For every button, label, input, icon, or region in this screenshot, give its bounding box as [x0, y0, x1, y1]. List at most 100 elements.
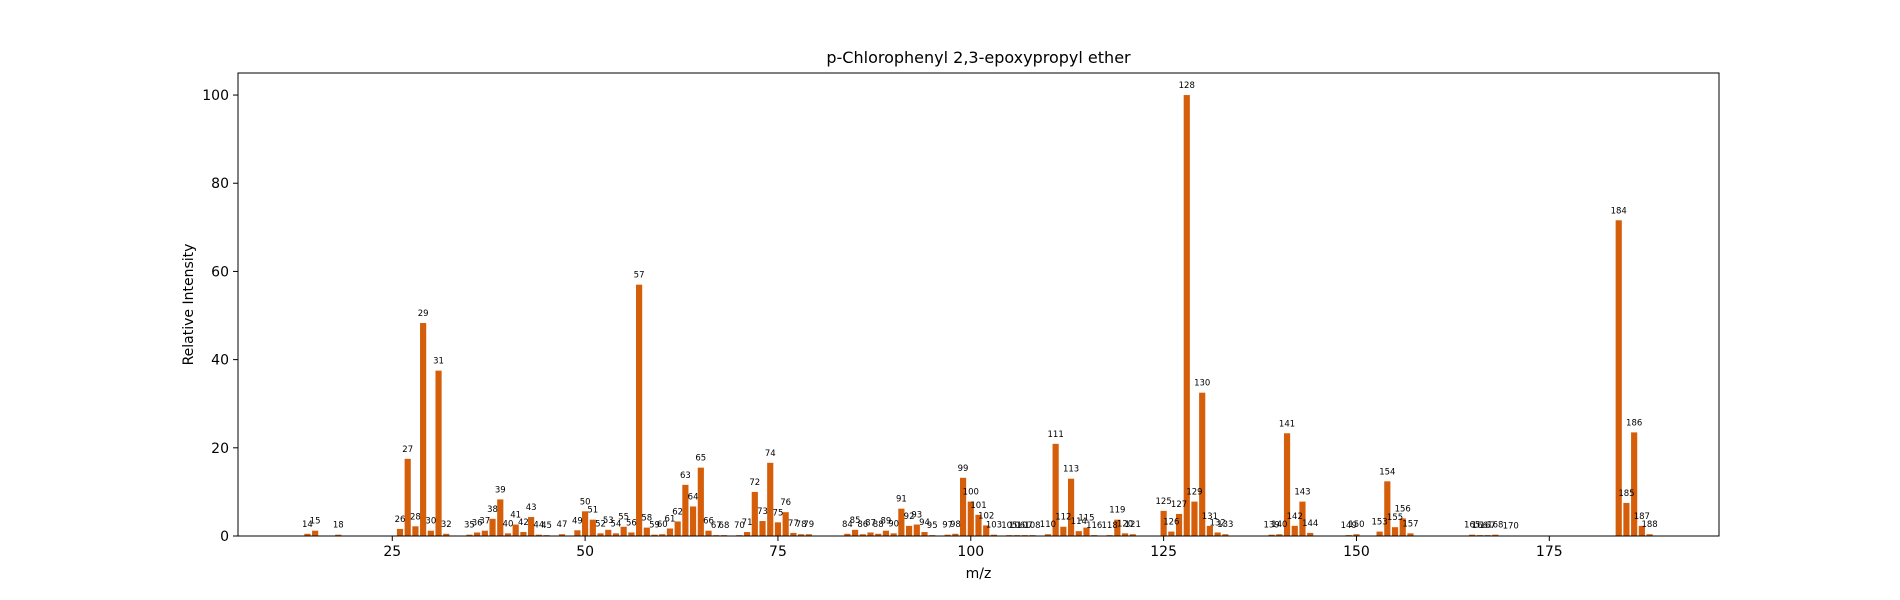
bar-label-mz-105: 105 [1001, 521, 1017, 531]
bar-mz-49 [574, 530, 581, 536]
bar-mz-74 [767, 462, 774, 536]
bar-label-mz-170: 170 [1503, 522, 1519, 532]
bar-label-mz-154: 154 [1379, 467, 1395, 477]
x-tick-label-150: 150 [1343, 544, 1370, 560]
bar-mz-100 [967, 501, 974, 536]
bar-label-mz-167: 167 [1479, 521, 1495, 531]
x-ticks-layer: 25 50 75 100 125 150 175 [383, 536, 1563, 560]
bar-label-mz-26: 26 [395, 515, 406, 525]
bar-label-mz-70: 70 [734, 521, 745, 531]
bar-label-mz-74: 74 [765, 449, 776, 459]
bar-label-mz-45: 45 [541, 521, 552, 531]
bar-mz-90 [890, 533, 897, 536]
bar-label-mz-185: 185 [1618, 489, 1634, 499]
bar-label-mz-75: 75 [773, 508, 784, 518]
bar-mz-15 [312, 530, 319, 536]
bar-mz-72 [751, 491, 758, 536]
bar-label-mz-153: 153 [1371, 518, 1387, 528]
bar-label-mz-55: 55 [618, 513, 629, 523]
bar-mz-150 [1353, 534, 1360, 536]
bar-label-mz-140: 140 [1271, 520, 1287, 530]
bar-mz-120 [1121, 533, 1129, 536]
bar-mz-154 [1384, 481, 1391, 536]
bar-label-mz-35: 35 [464, 521, 475, 531]
bars-layer [304, 95, 1653, 537]
bar-mz-84 [844, 533, 851, 536]
y-ticks-layer: 0 20 40 60 80 100 [202, 88, 238, 545]
bar-label-mz-118: 118 [1102, 521, 1118, 531]
bar-label-mz-49: 49 [572, 516, 583, 526]
bar-label-mz-65: 65 [695, 454, 706, 464]
bar-label-mz-90: 90 [888, 519, 899, 529]
bar-label-mz-47: 47 [557, 520, 568, 530]
bar-label-mz-125: 125 [1156, 497, 1172, 507]
bar-label-mz-102: 102 [978, 511, 994, 521]
bar-mz-40 [504, 533, 512, 536]
bar-mz-55 [620, 526, 627, 536]
bar-label-mz-72: 72 [749, 478, 760, 488]
bar-label-mz-66: 66 [703, 517, 714, 527]
bar-label-mz-37: 37 [479, 517, 490, 527]
bar-label-mz-187: 187 [1634, 512, 1650, 522]
bar-label-mz-18: 18 [333, 521, 344, 531]
bar-label-mz-52: 52 [595, 519, 606, 529]
bar-label-mz-89: 89 [881, 517, 892, 527]
bar-label-mz-39: 39 [495, 485, 506, 495]
bar-mz-77 [790, 532, 797, 536]
bar-mz-132 [1214, 532, 1221, 536]
chart-title: p-Chlorophenyl 2,3-epoxypropyl ether [826, 48, 1131, 67]
bar-label-mz-111: 111 [1048, 430, 1064, 440]
bar-label-mz-68: 68 [719, 521, 730, 531]
x-tick-label-50: 50 [576, 544, 594, 560]
bar-label-mz-150: 150 [1348, 520, 1364, 530]
bar-mz-143 [1299, 501, 1306, 536]
bar-mz-98 [952, 533, 959, 536]
bar-mz-101 [975, 514, 982, 536]
bar-mz-31 [435, 370, 442, 536]
bar-mz-91 [898, 508, 905, 536]
bar-mz-32 [443, 533, 450, 536]
bar-mz-38 [489, 518, 496, 536]
bar-label-mz-128: 128 [1179, 81, 1195, 91]
bar-mz-131 [1206, 525, 1213, 536]
bar-mz-125 [1160, 510, 1167, 536]
x-tick-label-75: 75 [769, 544, 787, 560]
bar-mz-99 [959, 477, 967, 536]
bar-label-mz-120: 120 [1117, 519, 1133, 529]
bar-label-mz-129: 129 [1186, 488, 1202, 498]
bar-mz-113 [1067, 478, 1075, 536]
bar-mz-115 [1083, 527, 1090, 536]
bar-mz-58 [643, 527, 650, 536]
y-tick-label-20: 20 [211, 441, 229, 457]
bar-label-mz-142: 142 [1287, 512, 1303, 522]
bar-label-mz-165: 165 [1464, 521, 1480, 531]
bar-label-mz-144: 144 [1302, 519, 1318, 529]
bar-label-mz-15: 15 [310, 517, 321, 527]
bar-label-mz-184: 184 [1611, 206, 1627, 216]
y-tick-label-0: 0 [220, 529, 229, 545]
bar-mz-41 [512, 524, 519, 536]
bar-mz-129 [1191, 501, 1198, 536]
bar-mz-44 [535, 534, 542, 536]
bar-label-mz-91: 91 [896, 495, 907, 505]
bar-mz-141 [1283, 433, 1291, 536]
bar-mz-56 [628, 532, 635, 536]
bar-label-mz-51: 51 [587, 506, 598, 516]
bar-mz-93 [913, 524, 920, 536]
bar-mz-64 [690, 506, 697, 536]
bar-mz-139 [1268, 534, 1275, 536]
bar-label-mz-100: 100 [963, 488, 979, 498]
bar-mz-89 [882, 530, 890, 536]
y-tick-label-80: 80 [211, 176, 229, 192]
bar-label-mz-38: 38 [487, 505, 498, 515]
bar-mz-75 [774, 522, 782, 536]
bar-label-mz-57: 57 [634, 271, 645, 281]
bar-label-mz-112: 112 [1055, 513, 1071, 523]
bar-mz-94 [921, 532, 928, 536]
y-axis-label: Relative Intensity [181, 244, 197, 366]
bar-mz-157 [1407, 533, 1414, 536]
bar-mz-52 [597, 533, 604, 536]
bar-mz-155 [1391, 527, 1399, 536]
